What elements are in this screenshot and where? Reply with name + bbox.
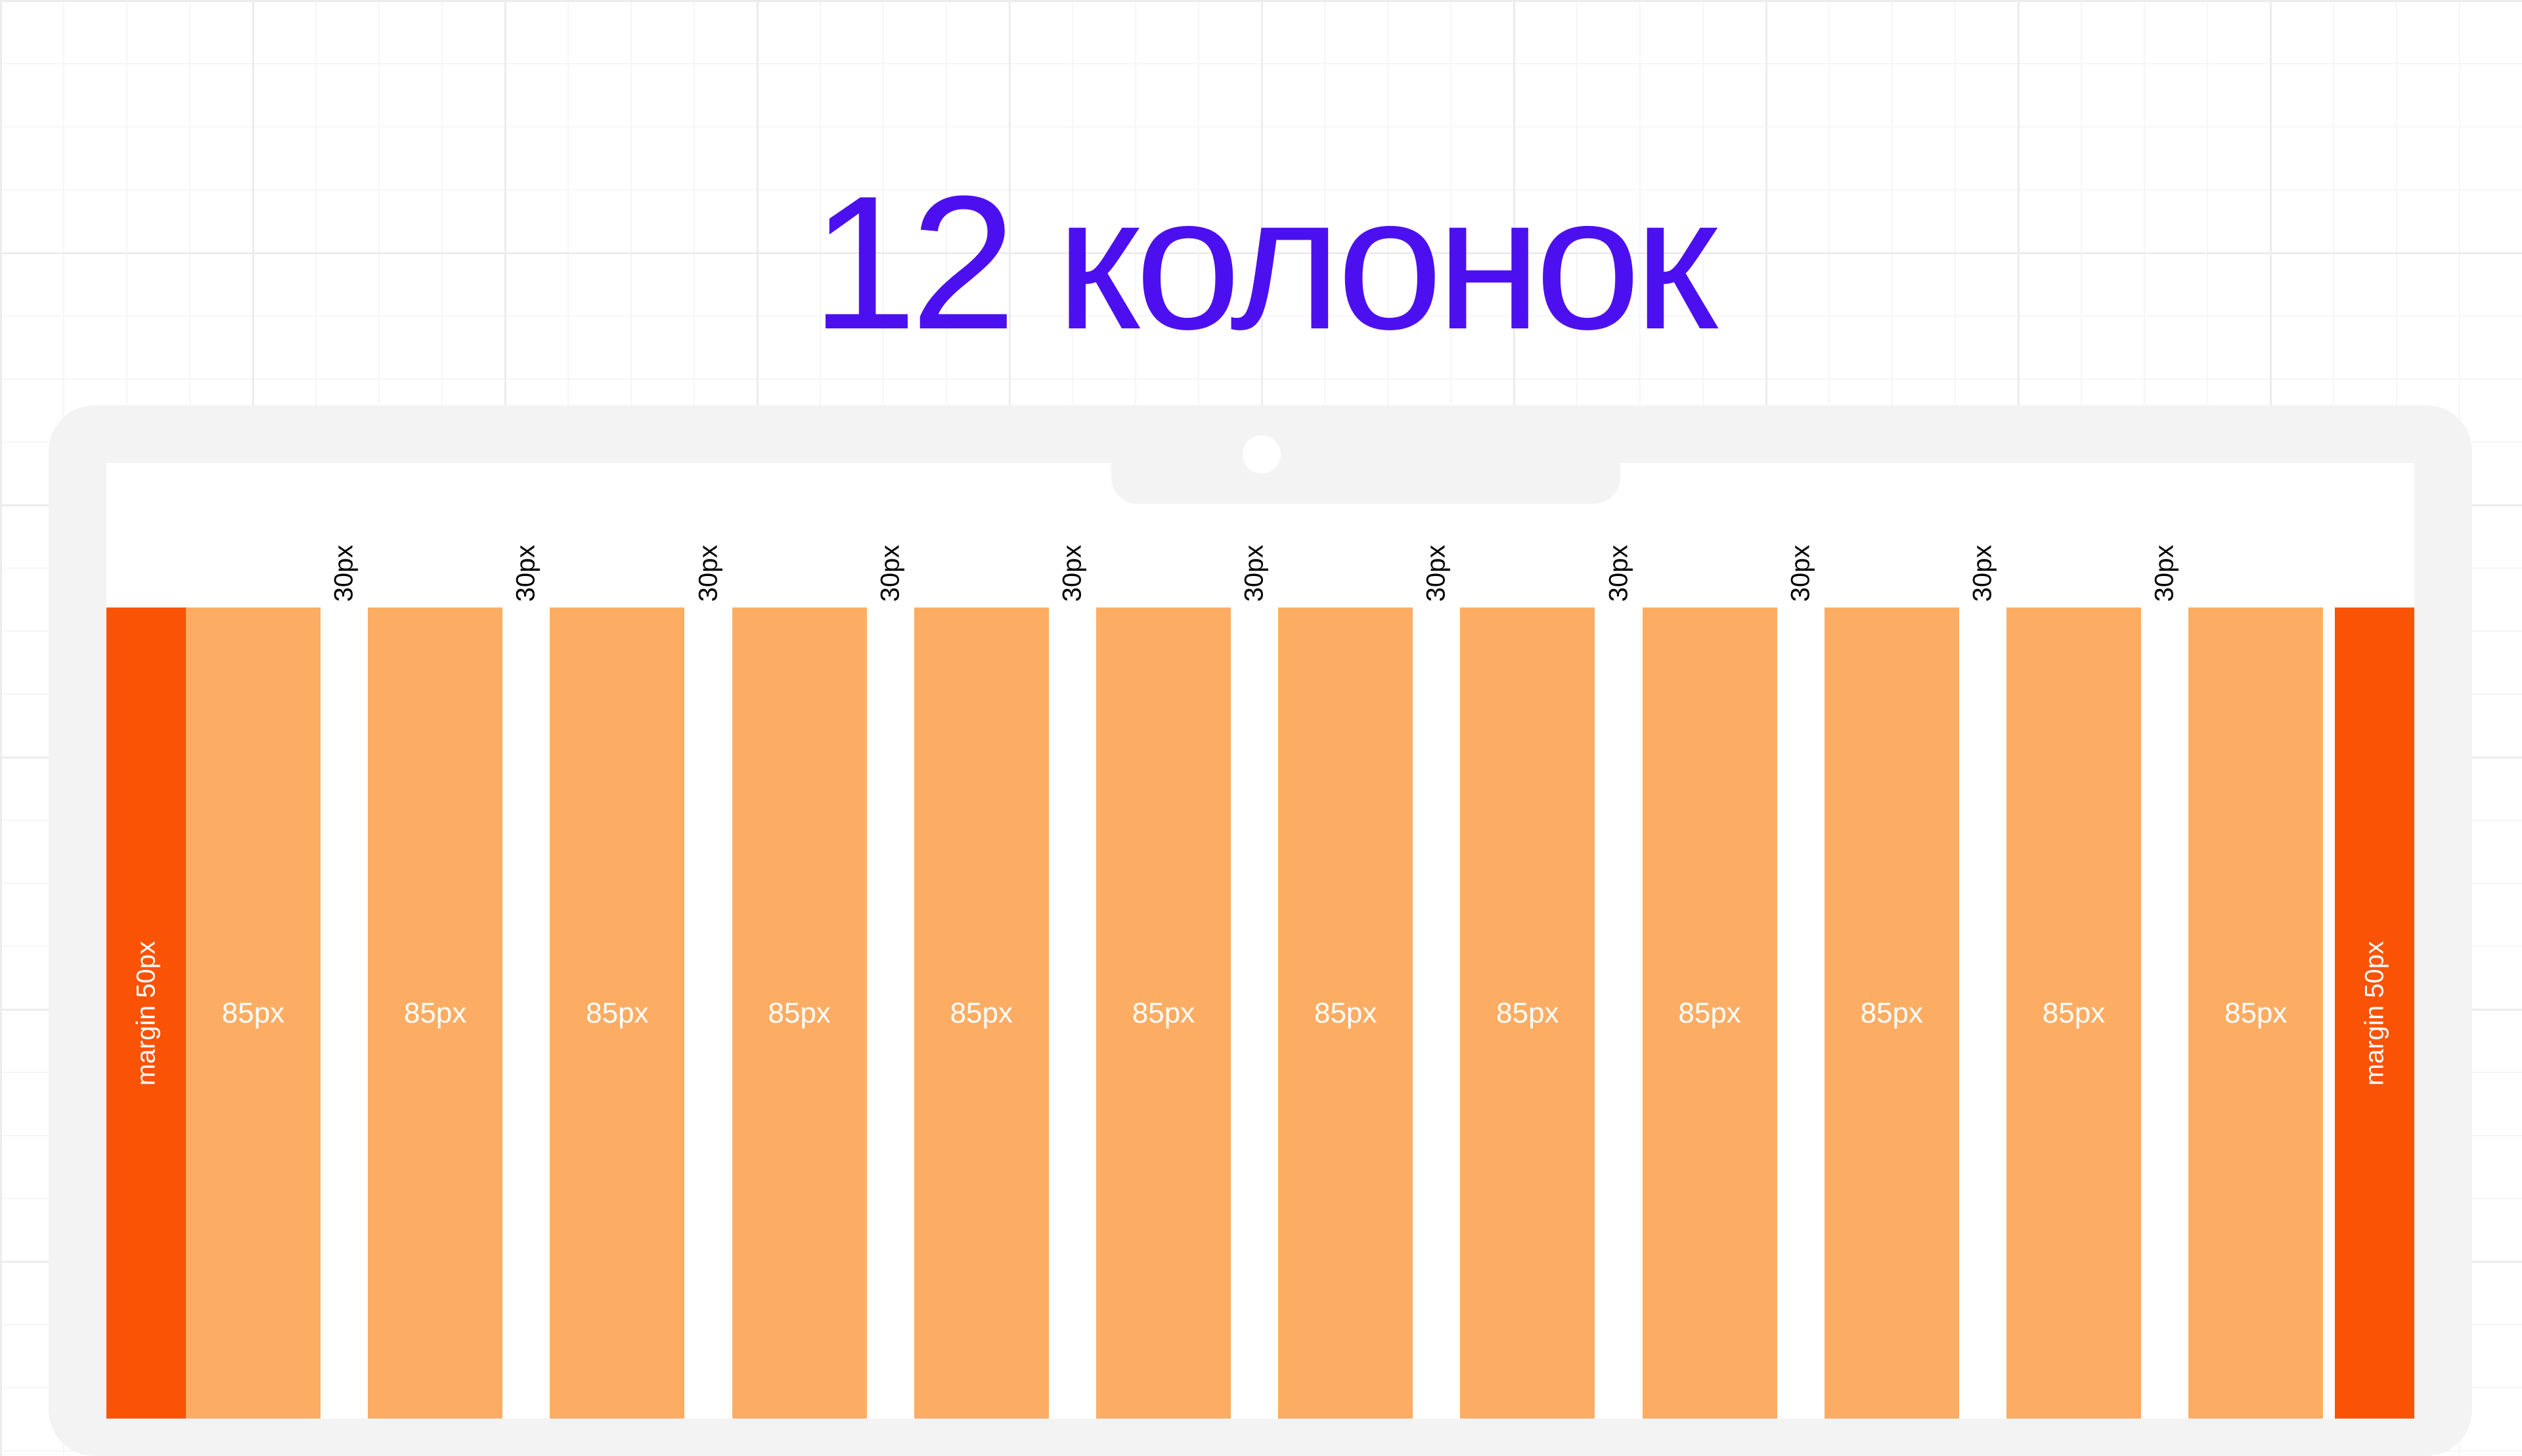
margin-right-label: margin 50px — [2360, 940, 2389, 1086]
grid-column-8: 85px — [1460, 607, 1595, 1419]
grid-column-label: 85px — [2042, 996, 2106, 1029]
laptop-screen: margin 50px margin 50px 85px 85px 85px 85px… — [106, 463, 2414, 1419]
grid-column-label: 85px — [2224, 996, 2288, 1029]
gutter-label-4: 30px — [875, 544, 905, 602]
laptop-notch — [1111, 463, 1620, 504]
grid-column-label: 85px — [586, 996, 649, 1029]
grid-column-6: 85px — [1096, 607, 1231, 1419]
grid-column-label: 85px — [1314, 996, 1377, 1029]
grid-column-label: 85px — [1496, 996, 1559, 1029]
grid-column-label: 85px — [1132, 996, 1195, 1029]
grid-column-11: 85px — [2006, 607, 2141, 1419]
grid-column-2: 85px — [368, 607, 503, 1419]
grid-column-3: 85px — [550, 607, 685, 1419]
camera-icon — [1243, 435, 1281, 474]
margin-left: margin 50px — [106, 607, 186, 1419]
grid-column-label: 85px — [768, 996, 831, 1029]
gutter-label-11: 30px — [2150, 544, 2179, 602]
grid-column-12: 85px — [2188, 607, 2324, 1419]
gutter-label-8: 30px — [1604, 544, 1633, 602]
gutter-label-7: 30px — [1421, 544, 1451, 602]
grid-column-label: 85px — [1860, 996, 1923, 1029]
gutter-label-6: 30px — [1239, 544, 1269, 602]
grid-column-label: 85px — [403, 996, 467, 1029]
grid-column-7: 85px — [1278, 607, 1413, 1419]
margin-left-label: margin 50px — [131, 940, 160, 1086]
grid-column-label: 85px — [1678, 996, 1741, 1029]
grid-column-label: 85px — [221, 996, 285, 1029]
column-grid: margin 50px margin 50px 85px 85px 85px 85px… — [106, 607, 2414, 1419]
page-title: 12 колонок — [810, 156, 1717, 369]
gutter-label-1: 30px — [329, 544, 359, 602]
gutter-label-5: 30px — [1057, 544, 1087, 602]
grid-column-4: 85px — [732, 607, 867, 1419]
margin-right: margin 50px — [2335, 607, 2414, 1419]
gutter-label-2: 30px — [511, 544, 541, 602]
grid-column-label: 85px — [950, 996, 1013, 1029]
gutter-label-9: 30px — [1786, 544, 1815, 602]
grid-column-9: 85px — [1642, 607, 1777, 1419]
grid-column-5: 85px — [914, 607, 1049, 1419]
grid-column-1: 85px — [186, 607, 321, 1419]
gutter-label-10: 30px — [1968, 544, 1997, 602]
gutter-label-3: 30px — [694, 544, 722, 602]
grid-column-10: 85px — [1824, 607, 1959, 1419]
